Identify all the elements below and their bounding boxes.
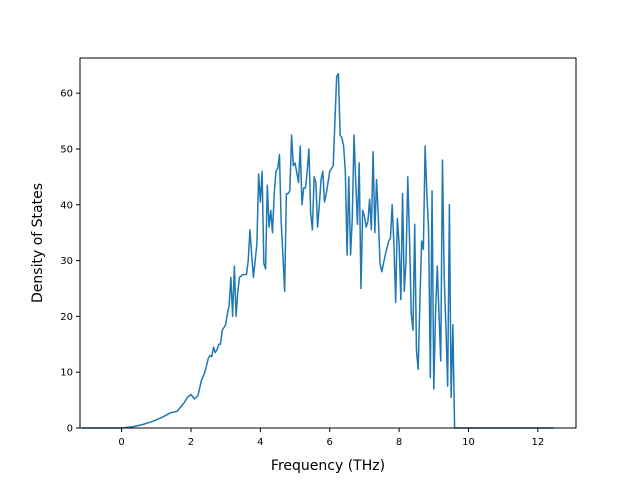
x-tick-label: 0 (118, 437, 124, 448)
x-axis-ticks: 0 2 4 6 8 10 12 (118, 428, 544, 448)
y-axis-ticks: 0 10 20 30 40 50 60 (60, 89, 80, 435)
x-tick-label: 4 (257, 437, 263, 448)
y-tick-label: 0 (67, 424, 73, 435)
series-layer (81, 72, 554, 429)
x-tick-label: 8 (396, 437, 402, 448)
y-tick-label: 10 (60, 368, 73, 379)
plot-background (80, 58, 576, 428)
y-axis-label: Density of States (30, 183, 46, 303)
y-tick-label: 30 (60, 256, 73, 267)
y-tick-label: 40 (60, 200, 73, 211)
x-tick-label: 6 (327, 437, 333, 448)
plot-frame (79, 57, 577, 429)
x-axis-label: Frequency (THz) (271, 458, 385, 474)
x-tick-label: 10 (462, 437, 475, 448)
y-tick-label: 20 (60, 312, 73, 323)
y-tick-label: 50 (60, 144, 73, 155)
x-tick-label: 2 (188, 437, 194, 448)
y-tick-label: 60 (60, 89, 73, 100)
x-tick-label: 12 (531, 437, 544, 448)
dos-series-line (81, 72, 554, 429)
